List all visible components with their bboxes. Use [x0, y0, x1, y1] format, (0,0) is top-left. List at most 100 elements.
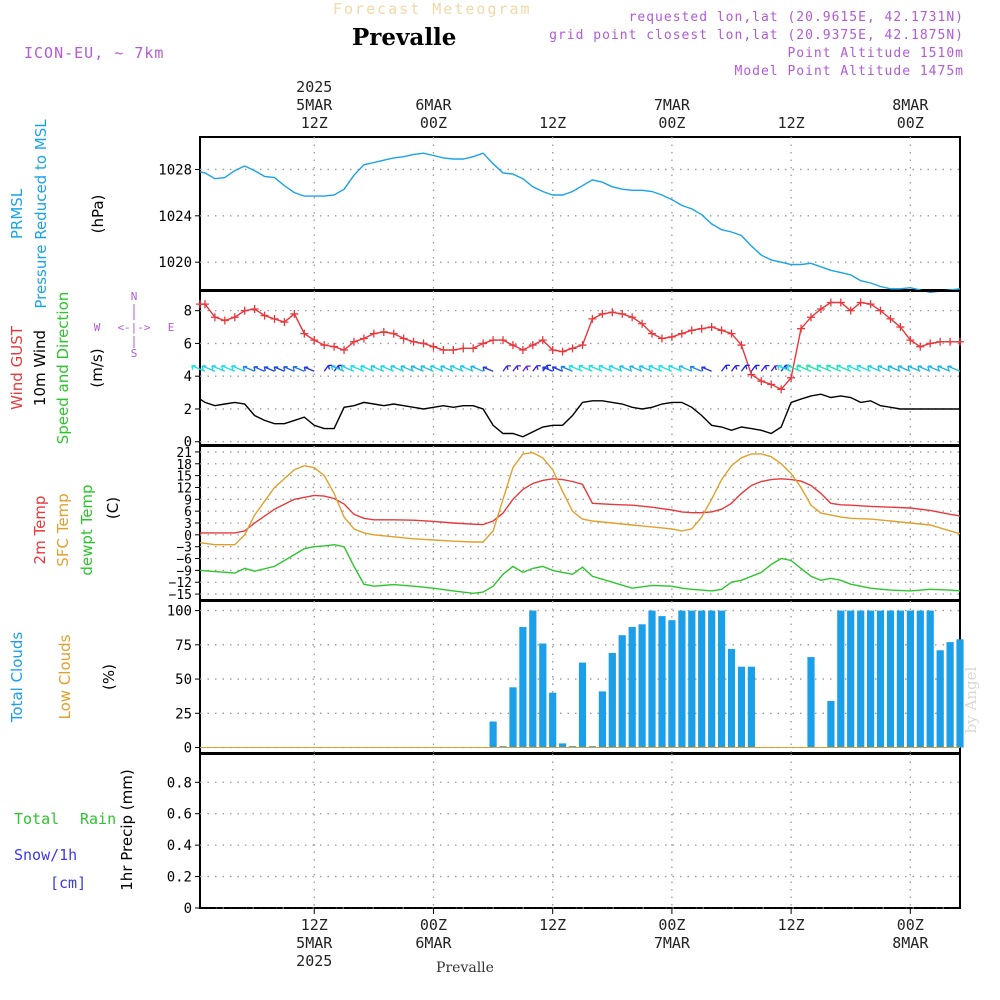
compass-n: N	[131, 290, 138, 303]
wind-arrow-head	[552, 366, 557, 372]
wind-direction-arrow	[629, 365, 643, 372]
wind-direction-arrow	[826, 364, 842, 372]
precip-snow-label: Snow/1h	[14, 846, 77, 864]
gust-marker	[737, 341, 746, 350]
gust-marker	[429, 342, 438, 351]
cloud-bar	[867, 610, 875, 748]
wind-arrow-head	[887, 365, 893, 371]
precip-ytick-label: 0.6	[167, 807, 192, 823]
location-title: Prevalle	[352, 24, 457, 51]
wind-direction-arrow	[867, 365, 881, 372]
wind-direction-arrow	[588, 365, 603, 372]
gust-marker	[538, 336, 547, 345]
wind-direction-arrow	[836, 364, 851, 372]
gust-marker	[459, 344, 468, 353]
temperature-ytick-label: −3	[176, 541, 192, 556]
wind-direction-arrow	[937, 365, 951, 372]
precip-snow-unit: [cm]	[50, 874, 86, 892]
top-time-label: 2025	[296, 78, 332, 96]
gust-marker	[687, 326, 696, 335]
wind-direction-arrow	[231, 365, 245, 372]
bottom-time-label: 6MAR	[415, 934, 452, 952]
cloud-bar	[708, 610, 716, 748]
gust-marker	[230, 313, 239, 322]
bottom-time-label: 8MAR	[892, 934, 929, 952]
temperature-series-dewpt-temp	[199, 543, 961, 595]
wind-direction-arrow	[639, 365, 653, 372]
bottom-time-label: 12Z	[539, 916, 566, 934]
wind-direction-arrow	[619, 365, 633, 372]
gust-marker	[548, 345, 557, 354]
gust-marker	[310, 336, 319, 345]
wind-direction-arrow	[578, 365, 593, 372]
gust-marker	[677, 329, 686, 338]
wind-arrow-head	[283, 366, 288, 371]
gust-marker	[797, 324, 806, 333]
gust-marker	[906, 336, 915, 345]
wind-direction-arrow	[887, 365, 901, 372]
wind-arrow-head	[420, 365, 425, 371]
wind-arrow-head	[836, 364, 841, 370]
top-time-label: 7MAR	[654, 96, 691, 114]
wind-direction-arrow	[350, 365, 365, 372]
wind-direction-arrow	[856, 365, 871, 372]
gust-marker	[359, 334, 368, 343]
gust-marker	[489, 336, 498, 345]
wind-arrow-head	[678, 365, 684, 371]
wind-arrow-head	[191, 365, 196, 370]
wind-panel: 0 2 4 6 8	[184, 290, 964, 451]
wind-direction-arrow	[380, 365, 394, 372]
gust-marker	[578, 341, 587, 350]
gust-marker	[638, 319, 647, 328]
wind-arrow-head	[689, 365, 695, 371]
wind-arrow-head	[470, 365, 475, 371]
top-time-label: 8MAR	[892, 96, 929, 114]
wind-direction-arrow	[360, 365, 375, 372]
gust-marker	[389, 329, 398, 338]
wind-arrow-head	[658, 365, 663, 370]
precip-total-label: Total	[14, 810, 59, 828]
cloud-bar	[747, 666, 755, 748]
wind-direction-arrow	[430, 365, 444, 372]
wind-direction-arrow	[283, 366, 295, 372]
bottom-time-label: 00Z	[897, 916, 924, 934]
gust-marker	[787, 373, 796, 382]
top-time-label: 00Z	[420, 114, 447, 132]
wind-direction-arrow	[264, 366, 275, 372]
wind-arrow-head	[608, 365, 614, 371]
gust-marker	[846, 306, 855, 315]
top-time-label: 12Z	[778, 114, 805, 132]
temp-dewpt-label: dewpt Temp	[78, 484, 96, 575]
compass-e: E	[168, 321, 175, 334]
wind-ytick-label: 4	[184, 369, 192, 385]
wind-arrow-head	[725, 364, 730, 370]
gust-marker	[479, 339, 488, 348]
wind-direction-arrow	[897, 365, 911, 372]
wind-arrow-head	[777, 365, 782, 370]
cloud-bar	[678, 610, 686, 748]
wind-arrow-head	[877, 365, 882, 371]
wind-direction-arrow	[796, 364, 812, 372]
wind-series-10m-wind	[199, 393, 960, 438]
clouds-panel: 0 25 50 75 100	[167, 600, 964, 757]
wind-direction-arrow	[777, 365, 792, 372]
point-altitude: Point Altitude 1510m	[787, 46, 964, 61]
wind-direction-arrow	[460, 365, 474, 372]
clouds-unit: (%)	[100, 664, 118, 690]
gust-marker	[856, 298, 865, 307]
wind-direction-arrow	[721, 364, 727, 372]
wind-arrow-head	[598, 365, 604, 370]
cloud-bar	[718, 610, 726, 748]
bottom-time-label: 00Z	[420, 916, 447, 934]
wind-arrow-head	[242, 365, 248, 371]
cloud-bar	[569, 746, 577, 748]
grid-point-coordinates: grid point closest lon,lat (20.9375E, 42…	[549, 28, 964, 43]
wind-direction-arrow	[400, 365, 414, 372]
wind-direction-arrow	[522, 365, 528, 372]
wind-ytick-label: 0	[184, 435, 192, 451]
gust-marker	[946, 337, 955, 346]
gust-marker	[210, 313, 219, 322]
pressure-unit: (hPa)	[89, 195, 107, 234]
wind-direction-arrow	[740, 364, 747, 372]
